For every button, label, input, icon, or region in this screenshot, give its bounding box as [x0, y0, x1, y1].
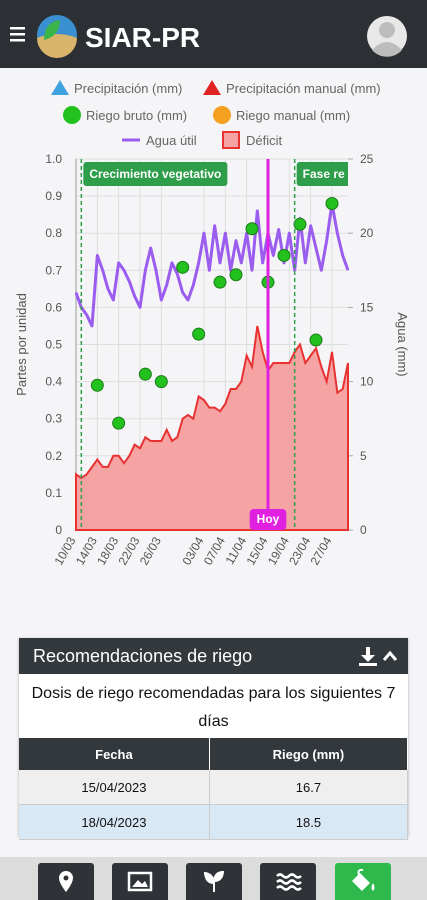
legend-label: Riego manual (mm) [236, 108, 350, 123]
deficit-area [75, 325, 349, 531]
y-tick-label: 0.2 [45, 449, 62, 463]
panel-title: Recomendaciones de riego [33, 646, 253, 666]
irrigation-point [138, 367, 152, 381]
y-tick-label: 0 [55, 523, 62, 537]
y-tick-label: 0.3 [45, 412, 62, 426]
annotations: Crecimiento vegetativo Fase re [80, 159, 348, 530]
legend-symbol [203, 80, 221, 95]
irrigation-point [245, 222, 259, 236]
user-avatar[interactable] [367, 16, 407, 57]
column-header: Riego (mm) [209, 738, 409, 770]
panel-actions [359, 647, 398, 666]
y-tick-label: 0.8 [45, 226, 62, 240]
annotation-badge [83, 162, 228, 186]
download-button[interactable] [359, 647, 377, 666]
irrigation-point [229, 268, 243, 282]
logo [37, 15, 77, 58]
table-cell: 18.5 [209, 804, 409, 840]
legend-label: Riego bruto (mm) [86, 108, 187, 123]
irrigation-point [277, 248, 291, 262]
nav-irrigation[interactable] [335, 863, 391, 900]
y-tick-label: 0.4 [45, 375, 62, 389]
menu-button[interactable] [10, 27, 25, 42]
legend-label: Déficit [246, 133, 283, 148]
header-graphics: SIAR-PR [10, 15, 407, 58]
table-cell: 18/04/2023 [19, 804, 210, 840]
y-axis-label: Partes por unidad [14, 293, 29, 396]
y2-tick-label: 20 [360, 226, 374, 240]
y-tick-label: 0.5 [45, 338, 62, 352]
y2-tick-label: 25 [360, 152, 374, 166]
table-row: 15/04/2023 16.7 [19, 770, 409, 805]
bottom-nav [0, 857, 427, 900]
nav-image[interactable] [112, 863, 168, 900]
table-cell: 15/04/2023 [19, 770, 210, 805]
irrigation-point [90, 378, 104, 392]
legend-symbol [63, 106, 81, 124]
y2-tick-label: 5 [360, 449, 367, 463]
panel-header: Recomendaciones de riego [19, 638, 408, 674]
column-header: Fecha [19, 738, 210, 770]
irrigation-point [293, 217, 307, 231]
legend-label: Precipitación manual (mm) [226, 81, 381, 96]
x-tick-label: 27/04 [307, 534, 334, 567]
x-tick-label: 26/03 [137, 534, 164, 567]
irrigation-point [325, 197, 339, 211]
annotation-label: Fase re [303, 167, 345, 181]
y-tick-label: 1.0 [45, 152, 62, 166]
y-tick-label: 0.1 [45, 486, 62, 500]
x-tick-label: 07/04 [201, 534, 228, 567]
y2-tick-label: 10 [360, 375, 374, 389]
table-row: 18/04/2023 18.5 [19, 804, 409, 840]
y2-axis-label: Agua (mm) [395, 312, 410, 376]
y2-tick-label: 0 [360, 523, 367, 537]
app-header: SIAR-PR [0, 0, 427, 68]
y-tick-label: 0.7 [45, 263, 62, 277]
collapse-button[interactable] [382, 650, 398, 661]
recommendations-panel: Recomendaciones de riego Dosis de riego … [19, 638, 409, 840]
annotation-badge [296, 162, 348, 186]
annotation-label: Crecimiento vegetativo [89, 167, 221, 181]
nav-water[interactable] [260, 863, 316, 900]
nav-location[interactable] [38, 863, 94, 900]
nav-crop[interactable] [186, 863, 242, 900]
table-cell: 16.7 [209, 770, 409, 805]
irrigation-point [213, 275, 227, 289]
legend-label: Agua útil [146, 133, 197, 148]
irrigation-point [309, 333, 323, 347]
legend-symbol [51, 80, 69, 95]
legend-label: Precipitación (mm) [74, 81, 182, 96]
irrigation-point [112, 416, 126, 430]
app-title: SIAR-PR [85, 22, 200, 53]
chart: Precipitación (mm) Precipitación manual (… [14, 80, 410, 568]
agua-util-line [74, 202, 350, 328]
recommendations-table: Fecha Riego (mm) 15/04/2023 16.7 18/04/202… [19, 738, 409, 840]
annotation-badge [249, 509, 287, 530]
irrigation-point [192, 327, 206, 341]
irrigation-point [154, 375, 168, 389]
legend-symbol [222, 131, 240, 149]
annotation-label: Hoy [257, 512, 280, 526]
y2-tick-label: 15 [360, 300, 374, 314]
panel-description: Dosis de riego recomendadas para los sig… [31, 685, 396, 730]
legend-symbol [213, 106, 231, 124]
y-tick-label: 0.6 [45, 300, 62, 314]
irrigation-point [176, 260, 190, 274]
y-tick-label: 0.9 [45, 189, 62, 203]
